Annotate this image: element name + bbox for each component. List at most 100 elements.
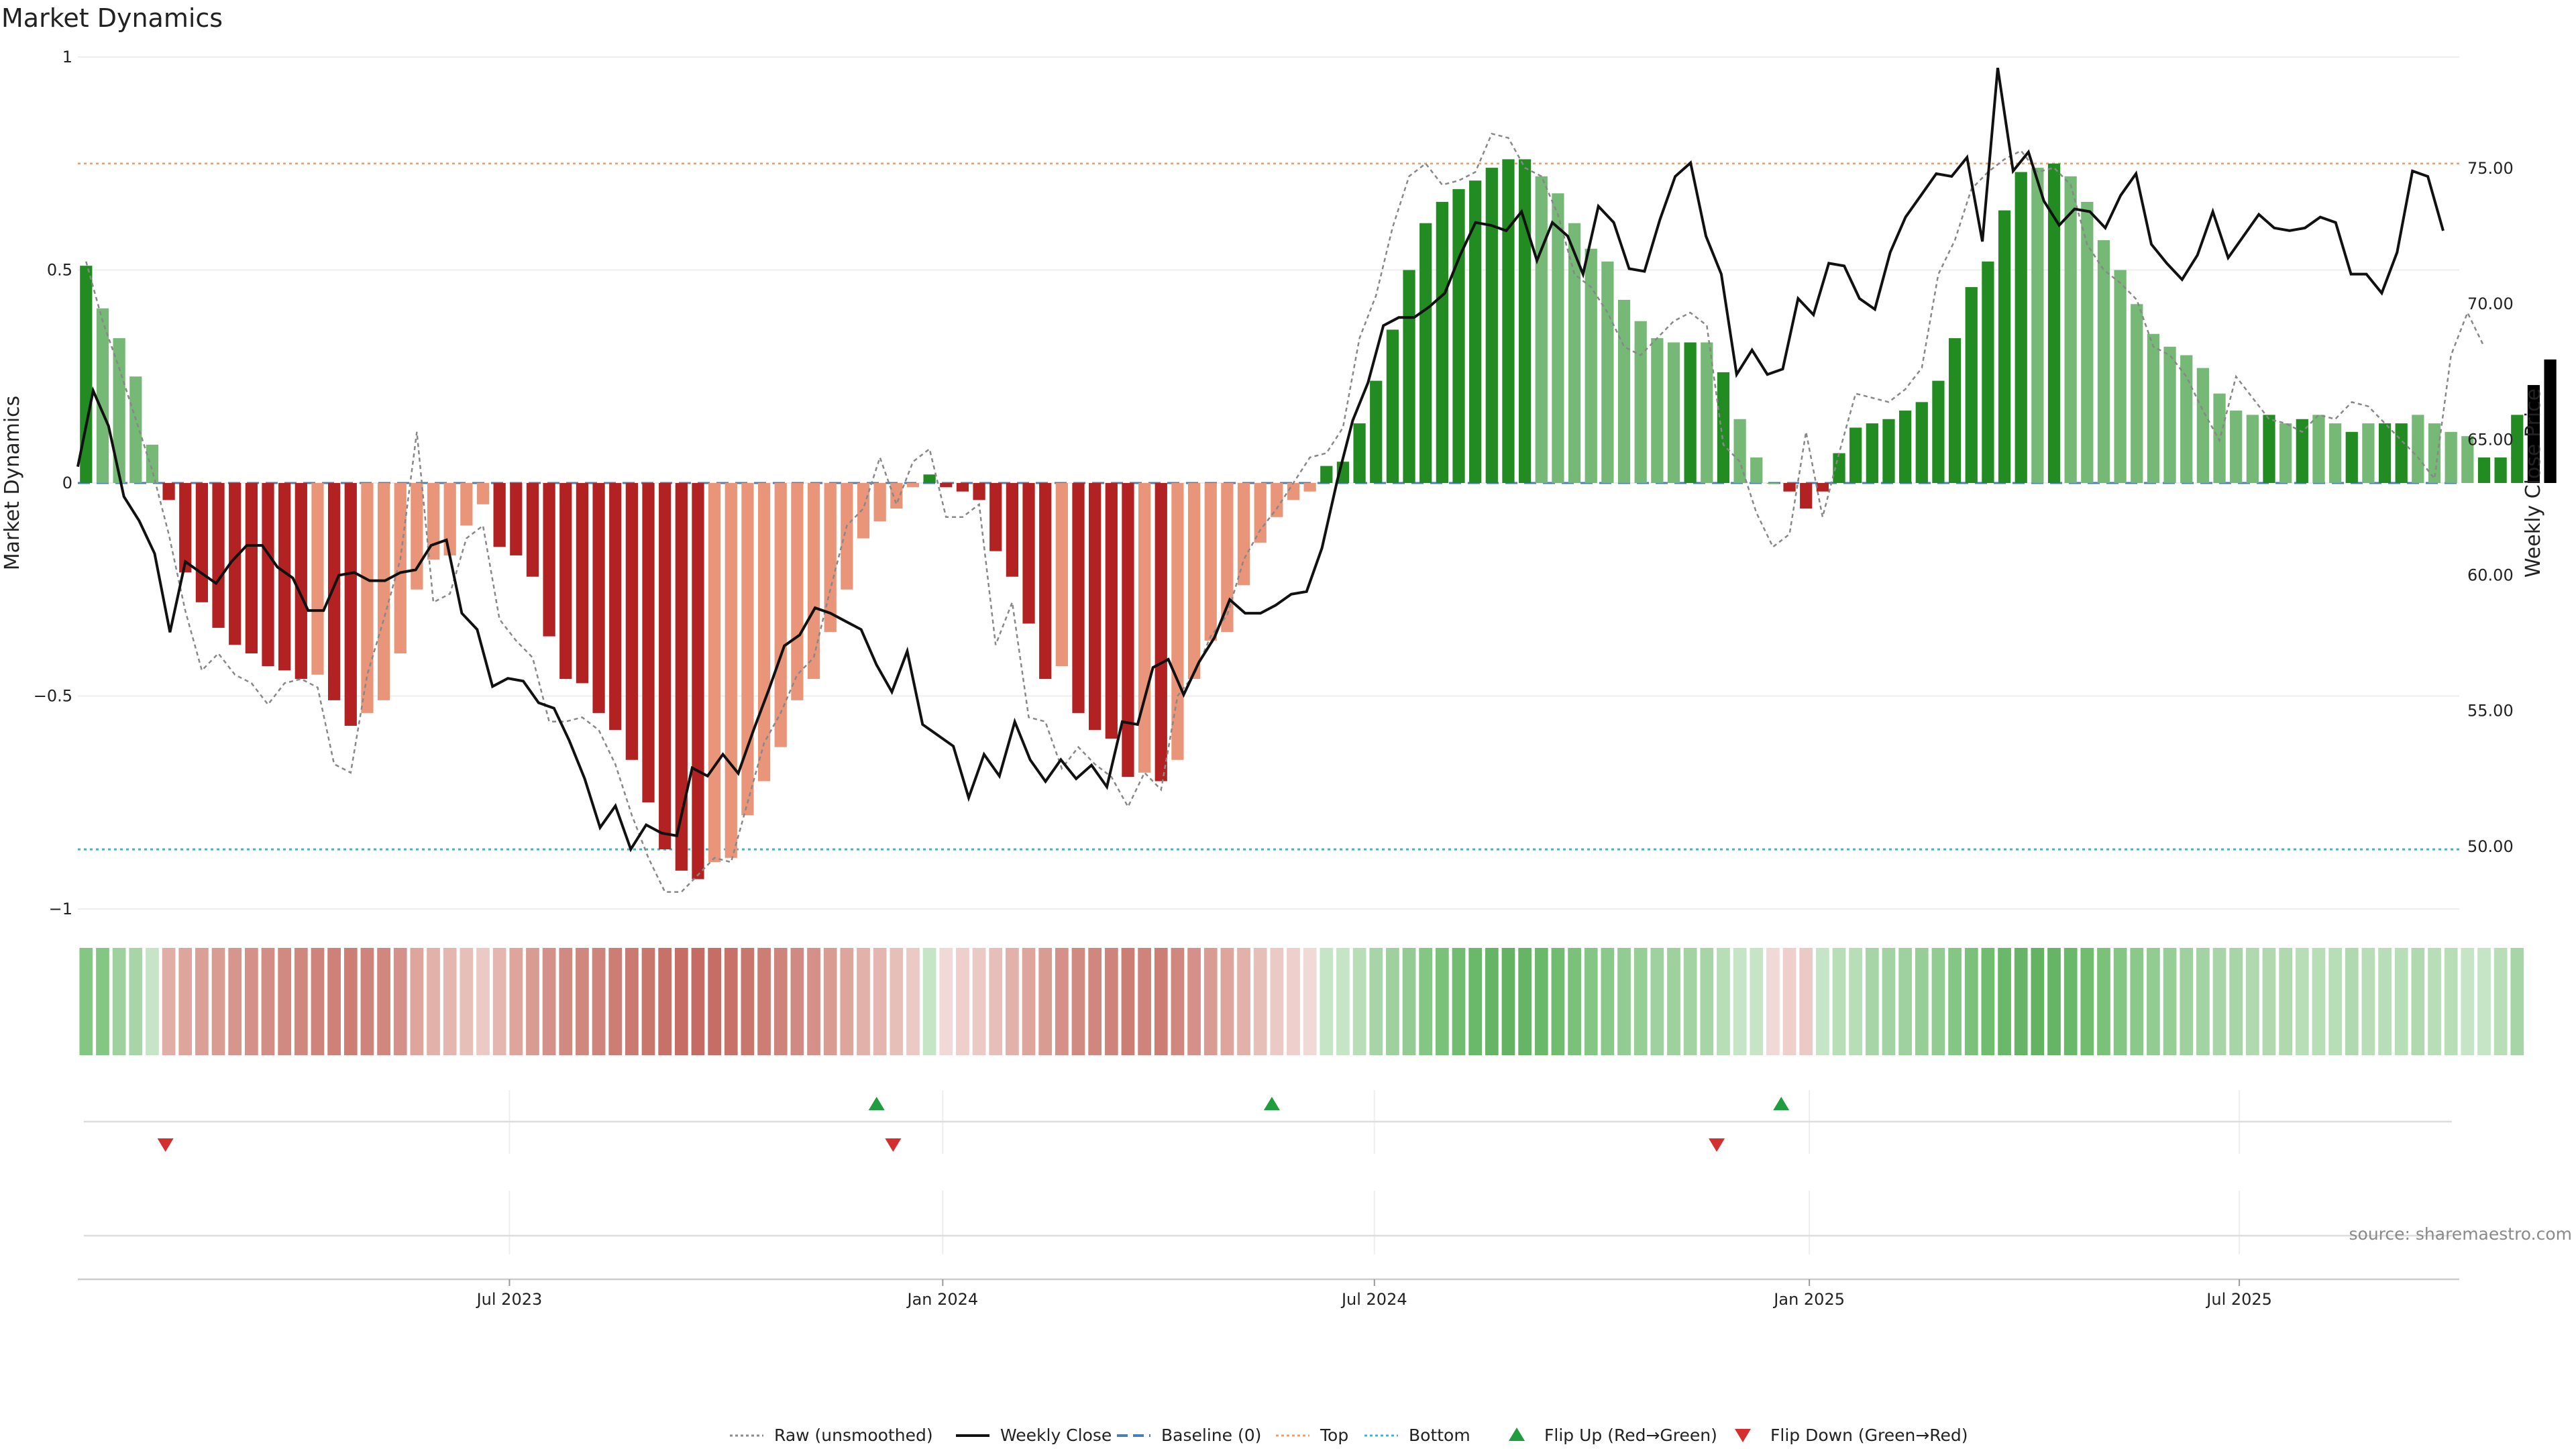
dynamics-bar: [2131, 304, 2143, 483]
dynamics-bar: [2263, 415, 2275, 483]
x-tick-label: Jul 2024: [1340, 1290, 1407, 1309]
dynamics-bar: [394, 483, 407, 653]
heat-cell: [1203, 948, 1218, 1055]
heat-cell: [1435, 948, 1449, 1055]
dynamics-bar: [1684, 342, 1697, 483]
dynamics-bar: [2445, 431, 2457, 483]
heat-cell: [922, 948, 936, 1055]
dynamics-bar: [1254, 483, 1267, 543]
dynamics-bar: [2428, 423, 2441, 483]
heat-cell: [311, 948, 325, 1055]
heat-cell: [1865, 948, 1879, 1055]
heat-cell: [1336, 948, 1350, 1055]
weekly-close-line: [76, 67, 2445, 853]
heat-cell: [476, 948, 490, 1055]
dynamics-bar: [659, 483, 672, 850]
flip-down-marker: [885, 1138, 902, 1152]
heat-cell: [443, 948, 457, 1055]
heat-cell: [1683, 948, 1697, 1055]
dynamics-bar: [1072, 483, 1085, 713]
heat-cell: [1088, 948, 1102, 1055]
heat-cell: [542, 948, 556, 1055]
x-tick-label: Jul 2023: [476, 1290, 543, 1309]
heat-cell: [1187, 948, 1201, 1055]
dynamics-bar: [1105, 483, 1118, 739]
heat-cell: [410, 948, 424, 1055]
legend-label: Baseline (0): [1161, 1426, 1261, 1445]
right-tick-label: 60.00: [2467, 566, 2514, 585]
heat-cell: [393, 948, 407, 1055]
dynamics-bar: [1568, 223, 1581, 483]
heat-cell: [2262, 948, 2276, 1055]
heat-cell: [625, 948, 639, 1055]
dynamics-bar: [1982, 261, 1994, 483]
right-tick-label: 65.00: [2467, 430, 2514, 449]
heat-cell: [989, 948, 1003, 1055]
dynamics-bar: [2196, 368, 2210, 483]
heat-cell: [2345, 948, 2359, 1055]
dynamics-bar: [1089, 483, 1102, 731]
heat-cell: [178, 948, 193, 1055]
heat-cell: [526, 948, 539, 1055]
dynamics-bar: [229, 483, 241, 645]
heat-cell: [1220, 948, 1234, 1055]
heat-cell: [2493, 948, 2508, 1055]
dynamics-bar: [625, 483, 638, 760]
dynamics-bar: [377, 483, 390, 700]
heat-cell: [2063, 948, 2078, 1055]
dynamics-bar: [2378, 423, 2392, 483]
dynamics-bar: [2031, 168, 2044, 483]
heat-cell: [2477, 948, 2491, 1055]
dynamics-bar: [179, 483, 192, 573]
source-note: source: sharemaestro.com: [2349, 1224, 2573, 1244]
heat-cell: [1253, 948, 1267, 1055]
dynamics-bar: [113, 338, 125, 483]
dynamics-bar: [1701, 342, 1713, 483]
dynamics-bar: [245, 483, 258, 653]
dynamics-bar: [2296, 419, 2308, 483]
dynamics-bar: [692, 483, 704, 879]
dynamics-bar: [2097, 240, 2110, 483]
dynamics-bar: [576, 483, 589, 684]
dynamics-bar: [807, 483, 820, 680]
dynamics-bar: [1502, 159, 1515, 483]
dynamics-bar: [2412, 415, 2424, 483]
dynamics-bar: [146, 444, 159, 483]
dynamics-bar: [1187, 483, 1201, 680]
heat-strip: [79, 948, 2524, 1055]
dynamics-bar: [1601, 261, 1614, 483]
heat-cell: [890, 948, 904, 1055]
dynamics-bar: [1882, 419, 1895, 483]
heat-cell: [278, 948, 292, 1055]
heat-cell: [807, 948, 820, 1055]
heat-cell: [112, 948, 126, 1055]
heat-cell: [773, 948, 788, 1055]
x-tick-label: Jan 2024: [906, 1290, 978, 1309]
heat-cell: [1468, 948, 1483, 1055]
dynamics-bar: [1419, 223, 1432, 483]
dynamics-bar: [724, 483, 737, 858]
heat-cell: [1981, 948, 1995, 1055]
dynamics-bar: [294, 483, 307, 680]
legend-label: Weekly Close: [1000, 1426, 1112, 1445]
heat-cell: [857, 948, 870, 1055]
dynamics-bar: [1816, 483, 1829, 492]
heat-cell: [2378, 948, 2392, 1055]
dynamics-bar: [1303, 483, 1316, 492]
dynamics-bar: [1386, 329, 1399, 483]
dynamics-bar: [1667, 342, 1680, 483]
legend: Raw (unsmoothed) Weekly Close Baseline (0)…: [730, 1426, 1968, 1445]
heat-cell: [1171, 948, 1185, 1055]
dynamics-bar: [1138, 483, 1151, 773]
dynamics-bar: [642, 483, 655, 803]
dynamics-bar: [1535, 176, 1548, 483]
dynamics-bar: [559, 483, 572, 680]
left-tick-label: −0.5: [34, 687, 72, 706]
legend-label: Bottom: [1409, 1426, 1470, 1445]
dynamics-bar: [1237, 483, 1250, 586]
heat-cell: [1154, 948, 1168, 1055]
heat-cell: [1799, 948, 1813, 1055]
heat-cell: [757, 948, 771, 1055]
dynamics-bar: [1469, 180, 1482, 483]
